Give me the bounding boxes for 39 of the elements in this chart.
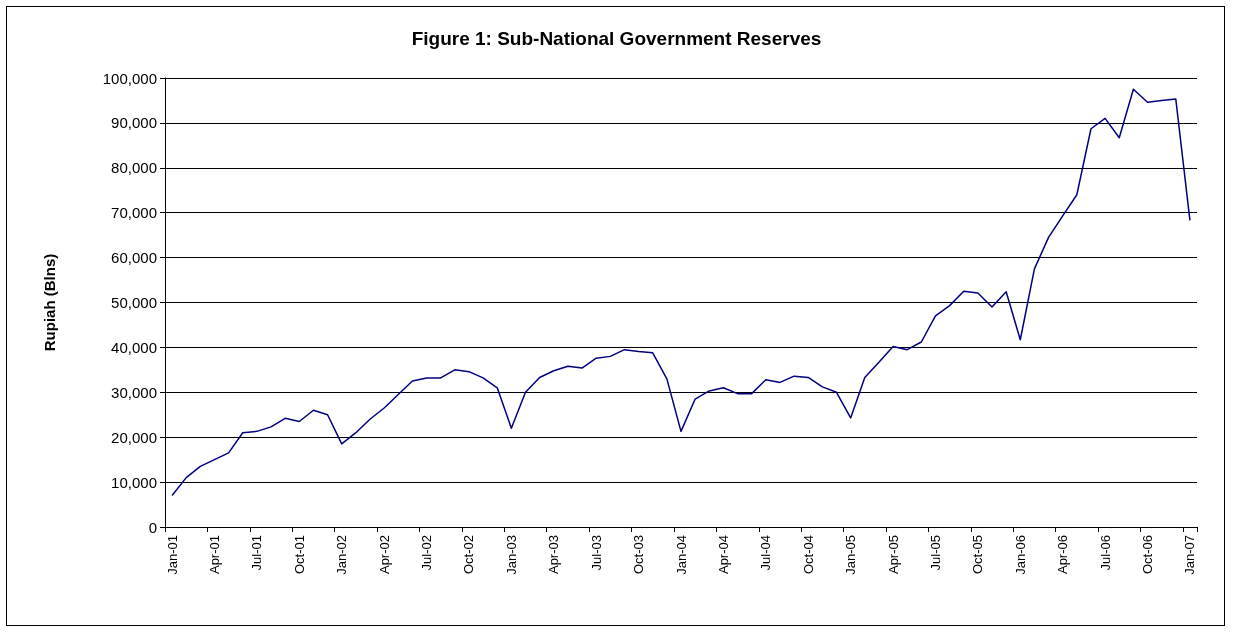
x-tick-label: Jan-04 bbox=[673, 535, 689, 575]
x-tick-label: Jul-03 bbox=[588, 535, 604, 571]
x-tick-label: Apr-05 bbox=[885, 535, 901, 575]
x-tick-label: Jul-02 bbox=[419, 535, 435, 571]
x-tick-label: Apr-06 bbox=[1055, 535, 1071, 575]
y-axis-title: Rupiah (Blns) bbox=[41, 253, 58, 352]
y-tick-label: 40,000 bbox=[111, 338, 157, 356]
x-tick-label: Oct-03 bbox=[631, 535, 647, 575]
y-tick-label: 50,000 bbox=[111, 294, 157, 311]
x-tick-label: Jan-02 bbox=[334, 535, 350, 575]
y-tick-label: 20,000 bbox=[111, 428, 157, 446]
x-tick-label: Oct-02 bbox=[461, 535, 477, 575]
x-tick-label: Apr-03 bbox=[546, 535, 562, 575]
chart-title: Figure 1: Sub-National Government Reserves bbox=[411, 28, 822, 49]
x-tick-label: Jul-06 bbox=[1097, 535, 1113, 571]
y-tick-label: 90,000 bbox=[111, 114, 157, 132]
x-tick-label: Jul-04 bbox=[758, 535, 774, 571]
x-tick-label: Jan-01 bbox=[164, 535, 180, 575]
y-tick-label: 60,000 bbox=[111, 249, 157, 267]
y-tick-label: 70,000 bbox=[111, 204, 157, 222]
x-tick-label: Jan-06 bbox=[1012, 535, 1028, 575]
x-tick-label: Jan-03 bbox=[503, 535, 519, 575]
x-tick-label: Oct-01 bbox=[291, 535, 307, 575]
x-tick-label: Apr-01 bbox=[206, 535, 222, 575]
x-tick-label: Oct-06 bbox=[1140, 535, 1156, 575]
x-tick-label: Jul-05 bbox=[927, 535, 943, 571]
x-tick-label: Apr-02 bbox=[376, 535, 392, 575]
x-tick-label: Oct-05 bbox=[970, 535, 986, 575]
y-tick-label: 0 bbox=[148, 518, 157, 536]
x-tick-label: Jul-01 bbox=[249, 535, 265, 571]
x-tick-label: Jan-05 bbox=[843, 535, 859, 575]
x-tick-label: Apr-04 bbox=[715, 535, 731, 575]
x-tick-label: Jan-07 bbox=[1182, 535, 1198, 575]
x-tick-label: Oct-04 bbox=[800, 535, 816, 575]
y-tick-label: 30,000 bbox=[111, 383, 157, 401]
y-tick-label: 80,000 bbox=[111, 159, 157, 177]
y-tick-label: 10,000 bbox=[111, 473, 157, 491]
line-series bbox=[171, 88, 1191, 497]
y-tick-label: 100,000 bbox=[102, 69, 157, 87]
